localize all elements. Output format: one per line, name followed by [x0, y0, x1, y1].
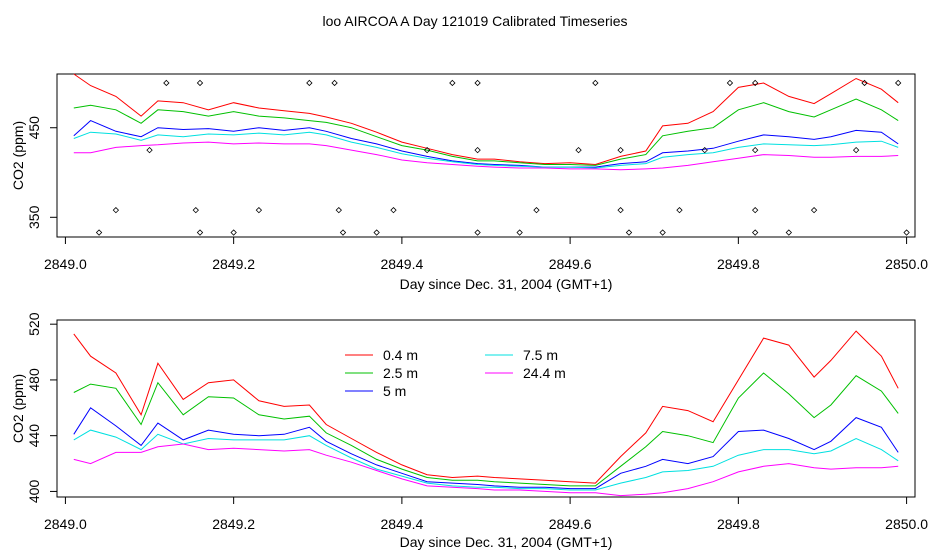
data-marker [592, 79, 599, 87]
series-line [73, 443, 899, 497]
x-axis-label: Day since Dec. 31, 2004 (GMT+1) [400, 534, 613, 550]
top-panel: 2849.0 2849.2 2849.4 2849.6 2849.8 2850.0 350 4… [10, 73, 928, 292]
data-marker [752, 79, 759, 87]
y-tick-label: 520 [26, 312, 42, 336]
data-marker [852, 146, 860, 154]
series-line [73, 141, 899, 171]
data-marker [575, 146, 582, 154]
data-marker [335, 206, 342, 214]
series-line [73, 330, 899, 484]
data-marker [163, 79, 170, 87]
legend-label: 5 m [383, 383, 406, 399]
data-marker [617, 206, 624, 214]
series-line [73, 429, 899, 491]
data-marker [331, 79, 338, 87]
y-tick-label: 350 [26, 205, 42, 229]
data-marker [196, 229, 204, 236]
chart-title: loo AIRCOA A Day 121019 Calibrated Times… [322, 13, 627, 29]
x-tick-label: 2849.6 [549, 256, 592, 272]
data-marker [423, 146, 431, 154]
legend-label: 0.4 m [383, 347, 418, 363]
data-marker [617, 146, 624, 154]
data-marker [306, 79, 313, 87]
y-tick-label: 450 [26, 116, 42, 140]
legend-label: 24.4 m [523, 365, 566, 381]
data-marker [95, 229, 103, 236]
x-tick-label: 2849.6 [549, 516, 592, 532]
data-marker [752, 206, 759, 214]
series-line [73, 131, 899, 169]
data-marker [112, 206, 120, 214]
data-marker [861, 79, 868, 87]
x-tick-label: 2850.0 [885, 256, 928, 272]
data-marker [752, 229, 759, 236]
series-line [73, 372, 899, 487]
bottom-panel: 2849.0 2849.2 2849.4 2849.6 2849.8 2850.0 400 4… [10, 312, 928, 550]
data-marker [785, 229, 792, 236]
data-marker [192, 206, 199, 214]
series-line [73, 98, 899, 166]
legend-label: 7.5 m [523, 347, 558, 363]
data-marker [810, 206, 818, 214]
data-marker [516, 229, 523, 236]
data-marker [230, 229, 237, 236]
data-marker [676, 206, 683, 214]
x-tick-label: 2849.2 [212, 516, 255, 532]
data-marker [903, 229, 910, 236]
x-tick-label: 2849.4 [380, 516, 423, 532]
data-marker [449, 79, 456, 87]
y-axis-label: CO2 (ppm) [10, 374, 26, 443]
data-marker [146, 146, 153, 154]
data-marker [390, 206, 397, 214]
data-marker [474, 79, 481, 87]
series-line [73, 73, 899, 166]
y-tick-label: 440 [26, 424, 42, 448]
plot-frame [56, 319, 916, 498]
data-marker [752, 146, 759, 154]
x-tick-label: 2849.2 [212, 256, 255, 272]
legend-label: 2.5 m [383, 365, 418, 381]
plot-frame [56, 73, 916, 238]
x-tick-label: 2849.0 [44, 256, 87, 272]
data-marker [659, 229, 666, 236]
data-marker [255, 206, 263, 214]
data-marker [625, 229, 633, 236]
data-marker [474, 146, 481, 154]
data-marker [339, 229, 347, 236]
data-marker [726, 79, 734, 87]
x-tick-label: 2849.0 [44, 516, 87, 532]
y-tick-label: 400 [26, 480, 42, 504]
data-marker [533, 206, 540, 214]
y-tick-label: 480 [26, 368, 42, 392]
data-marker [895, 79, 902, 87]
series-line [73, 407, 899, 490]
data-marker [701, 146, 708, 154]
x-tick-label: 2849.4 [380, 256, 423, 272]
data-marker [373, 229, 380, 236]
data-marker [196, 79, 204, 87]
x-tick-label: 2849.8 [717, 516, 760, 532]
data-marker [474, 229, 481, 236]
x-tick-label: 2850.0 [885, 516, 928, 532]
x-axis-label: Day since Dec. 31, 2004 (GMT+1) [400, 276, 613, 292]
x-tick-label: 2849.8 [717, 256, 760, 272]
y-axis-label: CO2 (ppm) [10, 121, 26, 190]
series-line [73, 120, 899, 168]
